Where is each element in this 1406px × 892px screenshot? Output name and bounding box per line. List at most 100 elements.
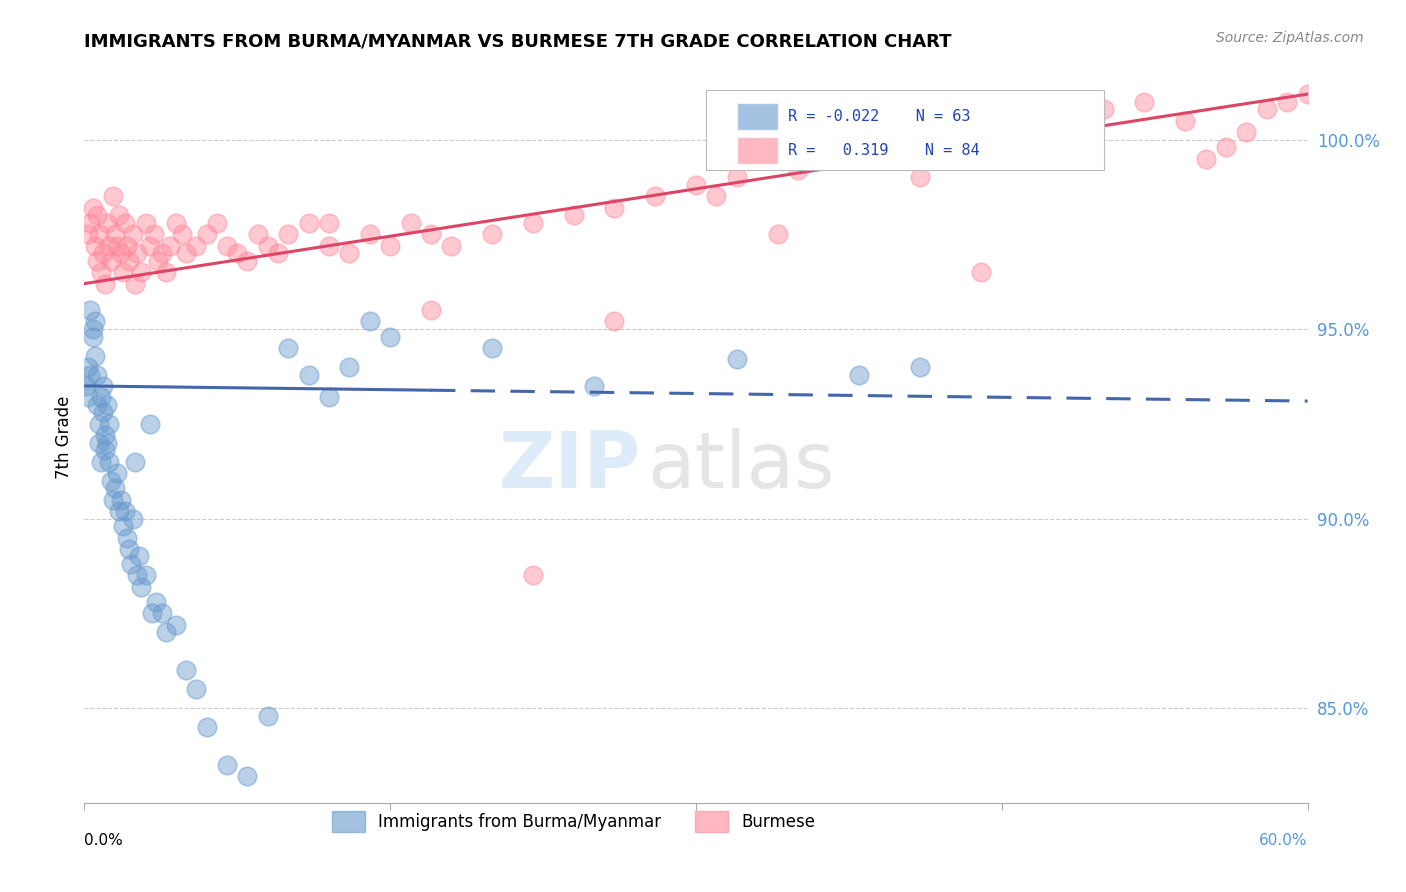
Point bbox=[142, 227, 165, 242]
Point bbox=[83, 314, 105, 328]
Point bbox=[82, 322, 104, 336]
Text: IMMIGRANTS FROM BURMA/MYANMAR VS BURMESE 7TH GRADE CORRELATION CHART: IMMIGRANTS FROM BURMA/MYANMAR VS BURMESE… bbox=[84, 32, 952, 50]
Point bbox=[562, 208, 585, 222]
Point bbox=[174, 663, 197, 677]
Point bbox=[79, 303, 101, 318]
Text: 0.0%: 0.0% bbox=[84, 833, 124, 848]
Point bbox=[522, 568, 544, 582]
Point bbox=[90, 390, 112, 404]
Point bbox=[481, 341, 503, 355]
Point bbox=[172, 227, 194, 242]
Point bbox=[110, 246, 132, 260]
Point bbox=[77, 359, 100, 374]
Point bbox=[146, 253, 169, 268]
Text: Source: ZipAtlas.com: Source: ZipAtlas.com bbox=[1216, 31, 1364, 45]
Point bbox=[318, 238, 340, 252]
Point bbox=[104, 481, 127, 495]
Point bbox=[226, 246, 249, 260]
Point bbox=[118, 541, 141, 556]
Point bbox=[150, 246, 173, 260]
Point bbox=[205, 216, 228, 230]
Point bbox=[267, 246, 290, 260]
Point bbox=[186, 682, 208, 697]
Point bbox=[93, 277, 115, 291]
Point bbox=[96, 398, 118, 412]
Point bbox=[105, 466, 128, 480]
Point bbox=[195, 227, 218, 242]
Point bbox=[481, 227, 503, 242]
Point bbox=[522, 216, 544, 230]
Point bbox=[889, 140, 911, 154]
Point bbox=[86, 253, 108, 268]
Point bbox=[257, 238, 280, 252]
Point bbox=[787, 162, 810, 177]
Point bbox=[131, 265, 153, 279]
Point bbox=[100, 253, 122, 268]
Point bbox=[87, 227, 110, 242]
Point bbox=[90, 455, 112, 469]
Point bbox=[91, 405, 114, 419]
Point bbox=[83, 349, 105, 363]
Point bbox=[1052, 113, 1074, 128]
Point bbox=[104, 227, 127, 242]
Point bbox=[127, 568, 149, 582]
Point bbox=[93, 443, 115, 458]
Point bbox=[1256, 102, 1278, 116]
Point bbox=[86, 208, 108, 222]
Point bbox=[246, 227, 269, 242]
Point bbox=[155, 625, 177, 640]
Point bbox=[120, 557, 142, 571]
Point bbox=[108, 504, 131, 518]
Point bbox=[217, 758, 239, 772]
Point bbox=[82, 201, 104, 215]
Point bbox=[77, 227, 100, 242]
Point bbox=[101, 492, 124, 507]
Point bbox=[910, 170, 932, 185]
Point bbox=[339, 359, 361, 374]
Point bbox=[1133, 95, 1156, 109]
Point bbox=[298, 368, 321, 382]
Point bbox=[141, 607, 163, 621]
Point bbox=[122, 511, 145, 525]
Point bbox=[135, 216, 157, 230]
Point bbox=[725, 170, 748, 185]
Point bbox=[86, 368, 108, 382]
Point bbox=[83, 238, 105, 252]
Point bbox=[950, 132, 973, 146]
Point bbox=[91, 246, 114, 260]
Point bbox=[159, 238, 181, 252]
Point bbox=[195, 720, 218, 734]
Point bbox=[97, 238, 120, 252]
Point bbox=[706, 189, 728, 203]
Point bbox=[217, 238, 239, 252]
Point bbox=[359, 314, 381, 328]
Point bbox=[79, 216, 101, 230]
Point bbox=[145, 595, 167, 609]
Legend: Immigrants from Burma/Myanmar, Burmese: Immigrants from Burma/Myanmar, Burmese bbox=[325, 805, 823, 838]
Point bbox=[910, 359, 932, 374]
Point bbox=[277, 227, 299, 242]
Point bbox=[114, 216, 136, 230]
Text: 60.0%: 60.0% bbox=[1260, 833, 1308, 848]
Point bbox=[583, 379, 606, 393]
Point bbox=[186, 238, 208, 252]
Point bbox=[115, 531, 138, 545]
Point bbox=[644, 189, 666, 203]
Point bbox=[131, 580, 153, 594]
Point bbox=[399, 216, 422, 230]
Point bbox=[603, 201, 626, 215]
Point bbox=[87, 435, 110, 450]
Point bbox=[380, 238, 402, 252]
Bar bbox=[737, 103, 778, 130]
Point bbox=[1195, 152, 1218, 166]
Point bbox=[1236, 125, 1258, 139]
Point bbox=[79, 368, 101, 382]
Point bbox=[257, 708, 280, 723]
Point bbox=[138, 238, 160, 252]
Point bbox=[420, 303, 443, 318]
Point bbox=[277, 341, 299, 355]
Point bbox=[97, 417, 120, 431]
Point bbox=[127, 246, 149, 260]
Point bbox=[359, 227, 381, 242]
Point bbox=[298, 216, 321, 230]
